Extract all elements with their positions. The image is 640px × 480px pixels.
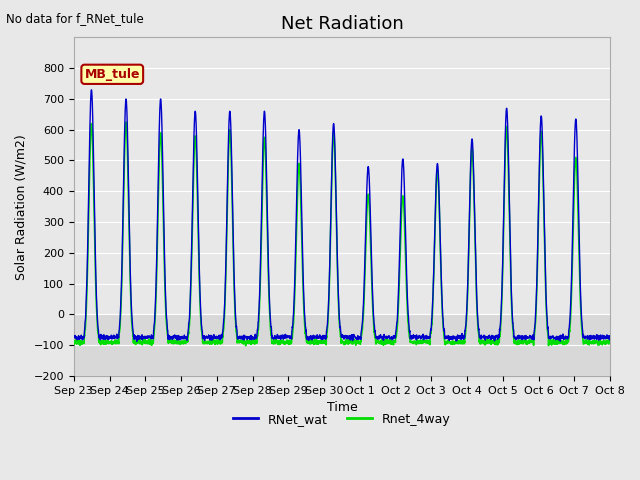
Rnet_4way [101,338,109,344]
Rnet_4way [346,338,353,344]
RNet_wat [406,331,414,337]
Legend: RNet_wat, Rnet_4way: RNet_wat, Rnet_4way [228,408,456,431]
RNet_wat [588,336,596,341]
Title: Net Radiation: Net Radiation [280,15,403,33]
Bar [74,314,610,376]
Text: MB_tule: MB_tule [84,68,140,81]
RNet_wat [70,334,77,340]
Rnet_4way [122,119,130,125]
Line: RNet_wat: RNet_wat [74,90,610,341]
X-axis label: Time: Time [326,401,357,414]
RNet_wat [606,334,614,339]
Rnet_4way [406,336,414,342]
Bar [74,37,610,314]
Rnet_4way [606,338,614,344]
RNet_wat [102,336,109,342]
RNet_wat [133,338,141,344]
Rnet_4way [242,343,250,348]
RNet_wat [422,334,430,340]
Line: Rnet_4way: Rnet_4way [74,122,610,346]
Y-axis label: Solar Radiation (W/m2): Solar Radiation (W/m2) [15,134,28,279]
Rnet_4way [588,341,596,347]
RNet_wat [88,87,95,93]
RNet_wat [346,336,353,342]
RNet_wat [524,334,532,340]
Rnet_4way [524,338,532,344]
Text: No data for f_RNet_tule: No data for f_RNet_tule [6,12,144,25]
Rnet_4way [70,342,77,348]
Rnet_4way [422,339,430,345]
